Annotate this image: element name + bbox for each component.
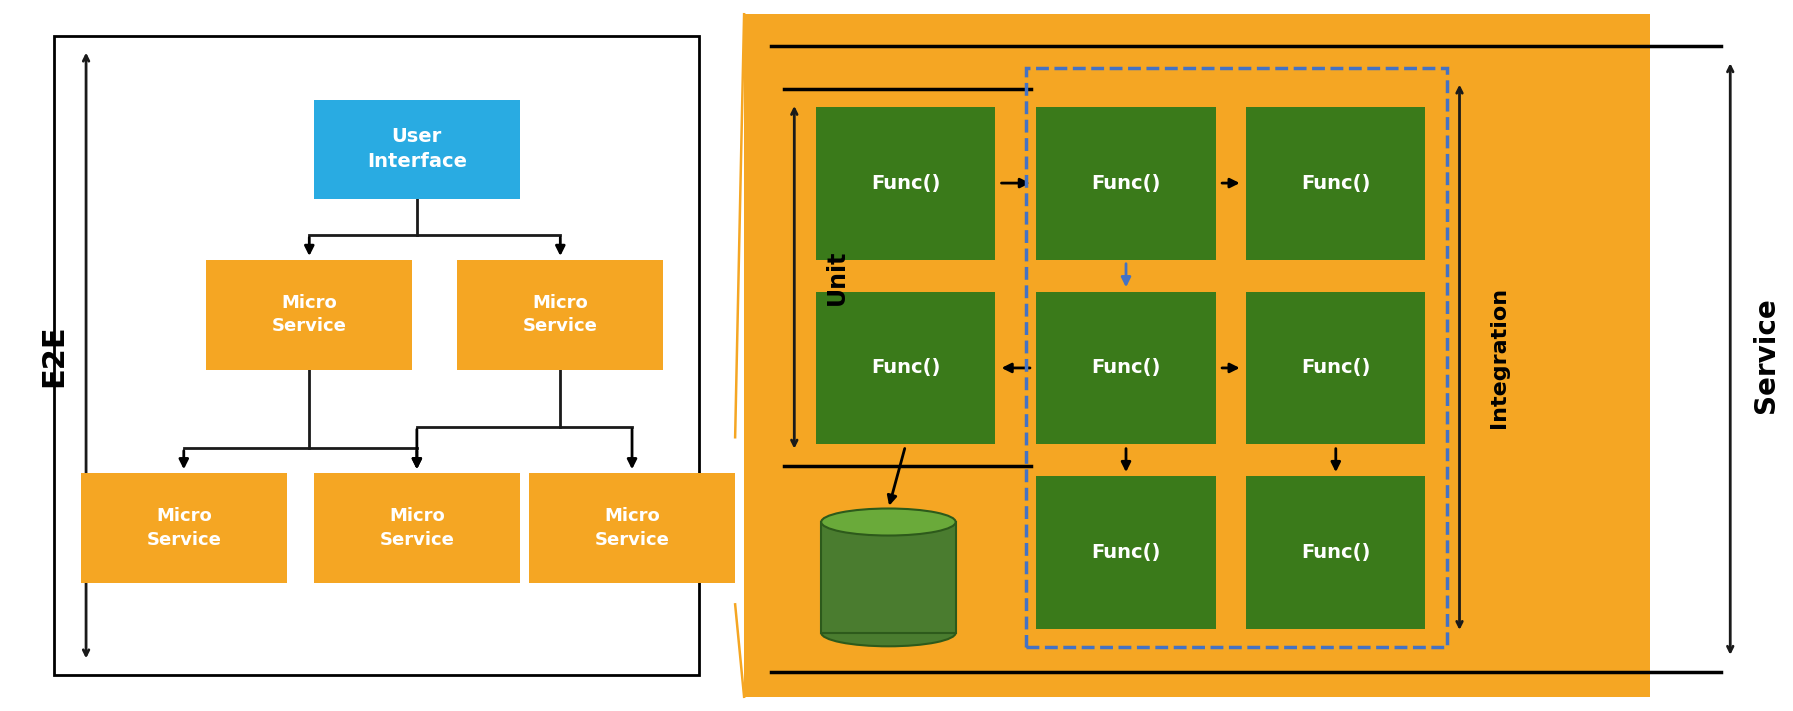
Bar bbox=[54, 36, 699, 675]
Bar bbox=[314, 473, 520, 583]
Bar bbox=[457, 260, 663, 370]
Text: Func(): Func() bbox=[1092, 358, 1160, 378]
Bar bbox=[1026, 68, 1447, 647]
Bar bbox=[314, 100, 520, 199]
Text: E2E: E2E bbox=[39, 324, 68, 387]
Bar bbox=[529, 473, 735, 583]
Text: User
Interface: User Interface bbox=[368, 127, 466, 171]
Text: Service: Service bbox=[1752, 298, 1780, 413]
Ellipse shape bbox=[821, 508, 956, 535]
Text: Micro
Service: Micro Service bbox=[524, 294, 597, 336]
Bar bbox=[821, 522, 956, 633]
Text: Integration: Integration bbox=[1488, 287, 1510, 428]
Text: Func(): Func() bbox=[1302, 358, 1370, 378]
Text: Unit: Unit bbox=[825, 250, 850, 305]
Text: Func(): Func() bbox=[1302, 543, 1370, 562]
Ellipse shape bbox=[821, 619, 956, 646]
Bar bbox=[816, 107, 995, 260]
Text: Func(): Func() bbox=[871, 173, 940, 193]
Bar bbox=[1036, 476, 1216, 629]
Bar bbox=[1036, 292, 1216, 444]
Bar bbox=[744, 14, 1650, 697]
Bar bbox=[1246, 476, 1425, 629]
Text: Func(): Func() bbox=[1092, 543, 1160, 562]
Bar bbox=[81, 473, 287, 583]
Text: Func(): Func() bbox=[1302, 173, 1370, 193]
Text: Micro
Service: Micro Service bbox=[380, 507, 454, 549]
Bar bbox=[1246, 292, 1425, 444]
Text: Micro
Service: Micro Service bbox=[595, 507, 669, 549]
Text: Func(): Func() bbox=[1092, 173, 1160, 193]
Bar bbox=[206, 260, 412, 370]
Bar bbox=[816, 292, 995, 444]
Text: Func(): Func() bbox=[871, 358, 940, 378]
Bar bbox=[1246, 107, 1425, 260]
Text: Micro
Service: Micro Service bbox=[147, 507, 221, 549]
Bar bbox=[1036, 107, 1216, 260]
Text: Micro
Service: Micro Service bbox=[273, 294, 346, 336]
